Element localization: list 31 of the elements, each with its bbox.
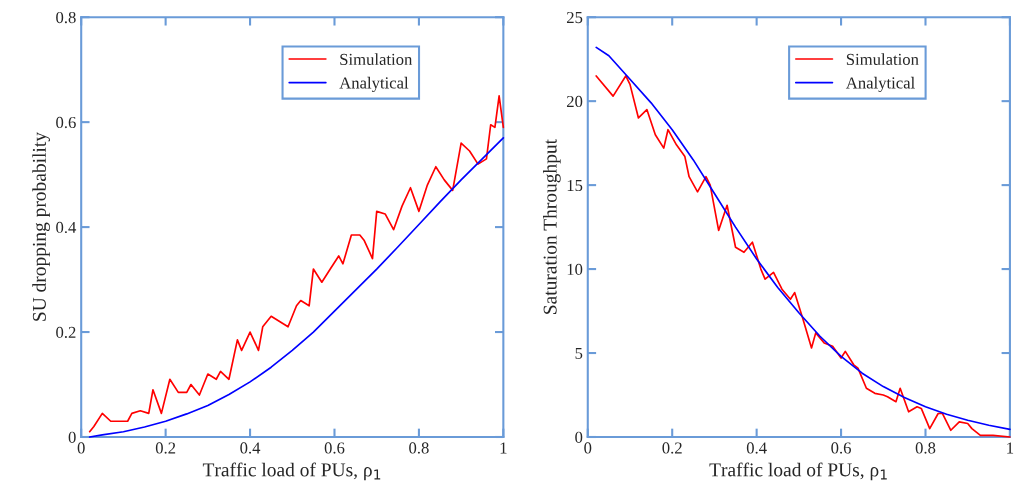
y-axis-title: Saturation Throughput: [543, 139, 561, 314]
y-tick-label: 5: [575, 347, 583, 359]
y-tick-label: 0: [575, 431, 583, 443]
y-tick-label: 20: [566, 95, 583, 108]
x-tick-label: 1: [500, 442, 507, 454]
x-tick-label: 0.4: [746, 442, 767, 454]
x-tick-label: 0.8: [915, 442, 936, 454]
legend-label: Simulation: [340, 53, 413, 66]
y-tick-label: 15: [567, 179, 583, 192]
y-tick-label: 0.4: [56, 221, 77, 234]
x-axis-title: Traffic load of PUs, ρ$_{1}$: [202, 462, 381, 481]
x-tick-label: 0.6: [831, 442, 851, 454]
x-tick-label: 1: [1007, 442, 1014, 454]
x-tick-label: 0.2: [662, 442, 682, 454]
x-axis-title: Traffic load of PUs, ρ$_{1}$: [709, 462, 887, 481]
y-tick-label: 25: [566, 11, 583, 24]
x-tick-label: 0: [584, 442, 592, 454]
y-tick-label: 0.8: [56, 11, 76, 24]
x-tick-label: 0.4: [240, 442, 261, 454]
x-tick-label: 0.2: [155, 442, 176, 454]
x-tick-label: 0.8: [409, 442, 429, 454]
x-tick-label: 0.6: [324, 442, 345, 454]
y-tick-label: 10: [567, 263, 583, 276]
y-axis-title: SU dropping probability: [32, 132, 50, 321]
legend-label: Simulation: [846, 53, 919, 66]
y-tick-label: 0: [68, 431, 76, 443]
legend-label: Analytical: [339, 76, 409, 92]
legend-label: Analytical: [845, 76, 915, 92]
y-tick-label: 0.6: [56, 116, 76, 129]
x-tick-label: 0: [77, 442, 85, 454]
y-tick-label: 0.2: [56, 326, 76, 339]
